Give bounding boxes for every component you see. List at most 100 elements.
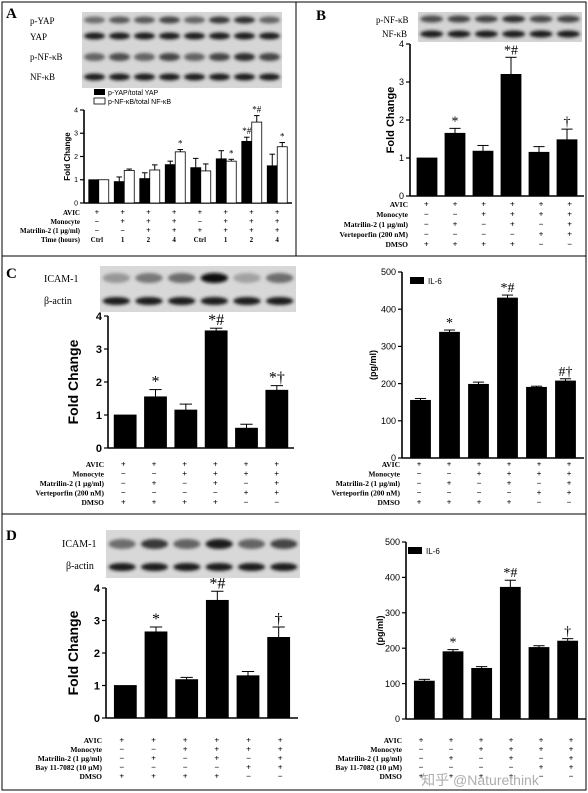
treatment-sign: − <box>539 753 544 763</box>
treatment-sign: + <box>510 199 515 209</box>
treatment-label: Verteporfin (200 nM) <box>332 489 401 498</box>
treatment-label: AVIC <box>382 460 400 469</box>
y-tick-label: 2 <box>94 648 100 660</box>
treatment-label: AVIC <box>86 460 104 469</box>
treatment-sign: + <box>119 735 124 745</box>
panel-frame-d <box>1 513 587 791</box>
treatment-sign: 4 <box>275 236 279 244</box>
treatment-sign: 4 <box>172 236 176 244</box>
treatment-sign: + <box>567 209 572 219</box>
treatment-sign: + <box>275 217 280 226</box>
treatment-sign: + <box>449 735 454 745</box>
treatment-sign: − <box>95 217 100 226</box>
treatment-table-d-left: AVIC + + + + + +Monocyte − − + + + +Matrilin-2 (1 µg… <box>35 735 282 781</box>
treatment-sign: − <box>121 478 126 488</box>
treatment-sign: + <box>449 771 454 781</box>
blot-band <box>84 32 105 40</box>
treatment-sign: + <box>424 239 429 249</box>
significance-mark: *# <box>252 105 262 115</box>
y-tick-label: 0 <box>96 443 102 455</box>
blot-band <box>140 563 169 571</box>
treatment-sign: + <box>223 226 228 235</box>
y-axis-label: Fold Change <box>63 132 72 181</box>
blot-band <box>233 273 261 283</box>
blot-band <box>205 563 233 571</box>
treatment-sign: − <box>424 209 429 219</box>
blot-band <box>159 16 180 24</box>
treatment-sign: + <box>539 229 544 239</box>
legend-swatch-white <box>93 97 106 105</box>
bar <box>500 74 522 197</box>
bar <box>472 150 494 197</box>
y-tick-label: 3 <box>96 344 102 356</box>
treatment-sign: + <box>537 488 542 498</box>
treatment-label: AVIC <box>390 200 408 209</box>
treatment-sign: − <box>449 744 454 754</box>
treatment-sign: + <box>213 478 218 488</box>
treatment-sign: − <box>244 478 249 488</box>
bar <box>149 169 161 204</box>
treatment-sign: + <box>447 497 452 507</box>
bar <box>164 164 176 204</box>
bar <box>444 132 466 197</box>
treatment-sign: + <box>198 226 203 235</box>
treatment-sign: − <box>537 478 542 488</box>
y-tick-label: 100 <box>381 416 396 426</box>
panel-c-blots: ICAM-1 β-actin <box>44 266 296 312</box>
treatment-sign: + <box>569 762 574 772</box>
blot-band <box>134 73 155 81</box>
significance-mark: † <box>564 115 571 130</box>
blot-band <box>108 563 136 571</box>
y-tick-label: 0 <box>395 714 400 724</box>
treatment-sign: − <box>453 209 458 219</box>
treatment-sign: − <box>481 219 486 229</box>
treatment-label: Matrilin-2 (1 µg/ml) <box>20 227 81 235</box>
blot-label: YAP <box>30 32 47 42</box>
bar <box>190 167 202 204</box>
treatment-sign: − <box>151 762 156 772</box>
chart-a-fold-change: 0 1 2 3 4 Fold Change *# * * *# * <box>63 105 292 207</box>
bar <box>555 380 576 459</box>
treatment-sign: + <box>214 771 219 781</box>
bar <box>144 631 168 719</box>
panel-a-blots: p-YAP YAP p-NF-κB NF-κB <box>30 12 282 88</box>
significance-mark: *# <box>242 126 252 136</box>
treatment-sign: + <box>274 488 279 498</box>
blot-band <box>259 16 280 24</box>
treatment-sign: + <box>510 209 515 219</box>
treatment-sign: + <box>539 209 544 219</box>
blot-label: NF-κB <box>30 72 55 82</box>
bar <box>265 389 289 449</box>
y-axis-label: Fold Change <box>385 87 397 154</box>
significance-mark: *† <box>269 370 285 387</box>
treatment-sign: + <box>539 762 544 772</box>
treatment-sign: − <box>244 497 249 507</box>
blot-band <box>237 539 266 549</box>
bar <box>200 170 212 204</box>
panel-letter-a: A <box>6 6 17 22</box>
treatment-sign: + <box>509 735 514 745</box>
blot-bands <box>420 15 580 38</box>
blot-bands <box>84 16 280 81</box>
y-tick-label: 0 <box>74 200 78 207</box>
treatment-sign: − <box>477 478 482 488</box>
y-tick-label: 200 <box>385 643 400 653</box>
treatment-sign: + <box>477 469 482 479</box>
blot-band <box>135 273 163 283</box>
treatment-sign: + <box>119 771 124 781</box>
treatment-sign: − <box>121 469 126 479</box>
blot-label: β-actin <box>66 561 94 572</box>
y-tick-label: 500 <box>381 267 396 277</box>
y-axis-label: (pg/ml) <box>375 616 385 646</box>
treatment-sign: + <box>275 226 280 235</box>
treatment-sign: − <box>183 762 188 772</box>
blot-band <box>209 73 230 81</box>
treatment-sign: + <box>151 753 156 763</box>
treatment-sign: + <box>479 771 484 781</box>
y-tick-label: 0 <box>399 191 404 201</box>
blot-band <box>259 32 280 40</box>
significance-mark: * <box>152 611 160 628</box>
treatment-sign: + <box>146 208 151 217</box>
treatment-sign: + <box>182 497 187 507</box>
treatment-sign: − <box>152 488 157 498</box>
